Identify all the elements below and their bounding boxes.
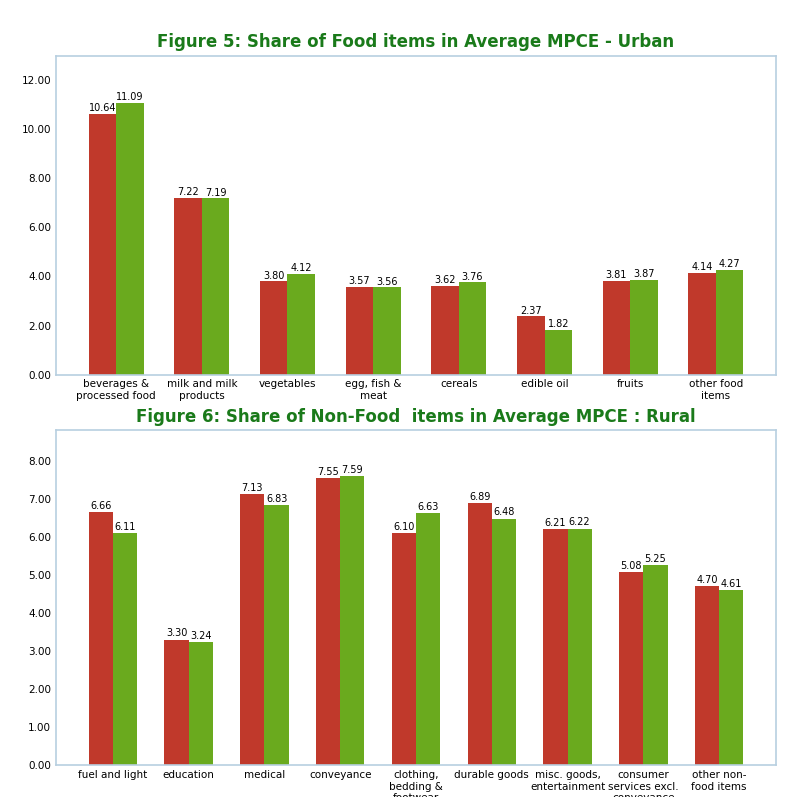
Bar — [265, 505, 289, 765]
Text: 6.22: 6.22 — [569, 517, 590, 528]
Bar — [392, 533, 416, 765]
Bar — [116, 103, 143, 375]
Bar — [89, 512, 113, 765]
Text: 3.87: 3.87 — [633, 269, 654, 279]
Bar — [316, 478, 340, 765]
Text: 6.66: 6.66 — [90, 501, 111, 511]
Text: 4.70: 4.70 — [696, 575, 718, 585]
Text: 7.59: 7.59 — [342, 465, 363, 475]
Text: 5.08: 5.08 — [621, 561, 642, 571]
Text: 3.24: 3.24 — [190, 630, 211, 641]
Bar — [373, 287, 401, 375]
Text: 10.64: 10.64 — [89, 103, 116, 113]
Text: 2.37: 2.37 — [520, 306, 542, 316]
Bar — [431, 286, 459, 375]
Bar — [189, 642, 213, 765]
Bar — [492, 519, 516, 765]
Bar — [517, 316, 545, 375]
Legend: 2022-23, 2023-24: 2022-23, 2023-24 — [342, 493, 490, 516]
Text: 6.63: 6.63 — [418, 502, 439, 512]
Title: Figure 6: Share of Non-Food  items in Average MPCE : Rural: Figure 6: Share of Non-Food items in Ave… — [136, 408, 696, 426]
Bar — [165, 639, 189, 765]
Text: 11.09: 11.09 — [116, 92, 144, 102]
Text: 6.48: 6.48 — [493, 508, 514, 517]
Bar — [416, 513, 440, 765]
Text: 3.76: 3.76 — [462, 272, 483, 281]
Bar — [346, 287, 373, 375]
Bar — [619, 572, 643, 765]
Text: 4.27: 4.27 — [718, 259, 740, 269]
Bar — [689, 273, 716, 375]
Bar — [602, 281, 630, 375]
Bar — [174, 198, 202, 375]
Bar — [467, 503, 492, 765]
Text: 3.30: 3.30 — [166, 629, 187, 638]
Title: Figure 5: Share of Food items in Average MPCE - Urban: Figure 5: Share of Food items in Average… — [158, 33, 674, 52]
Text: 7.13: 7.13 — [242, 483, 263, 493]
Bar — [716, 270, 743, 375]
Text: 5.25: 5.25 — [645, 554, 666, 564]
Bar — [113, 532, 138, 765]
Text: 3.56: 3.56 — [376, 277, 398, 287]
Text: 3.62: 3.62 — [434, 275, 456, 285]
Text: 4.14: 4.14 — [691, 262, 713, 273]
Bar — [643, 565, 667, 765]
Text: 6.10: 6.10 — [393, 522, 414, 532]
Text: 3.81: 3.81 — [606, 270, 627, 281]
Text: 7.55: 7.55 — [318, 467, 339, 477]
Bar — [459, 282, 486, 375]
Bar — [567, 528, 592, 765]
Text: 6.21: 6.21 — [545, 518, 566, 528]
Bar — [340, 477, 365, 765]
Bar — [202, 198, 230, 375]
Bar — [89, 114, 116, 375]
Text: 4.61: 4.61 — [721, 579, 742, 589]
Bar — [543, 529, 567, 765]
Text: 6.83: 6.83 — [266, 494, 287, 505]
Text: 6.89: 6.89 — [469, 492, 490, 502]
Text: 7.22: 7.22 — [178, 186, 199, 197]
Text: 6.11: 6.11 — [114, 521, 136, 532]
Text: 3.80: 3.80 — [263, 271, 285, 281]
Text: 4.12: 4.12 — [290, 263, 312, 273]
Bar — [719, 590, 743, 765]
Text: 1.82: 1.82 — [547, 320, 569, 329]
Bar — [260, 281, 287, 375]
Text: 7.19: 7.19 — [205, 187, 226, 198]
Bar — [630, 280, 658, 375]
Text: 3.57: 3.57 — [349, 277, 370, 286]
Bar — [287, 273, 315, 375]
Bar — [694, 587, 719, 765]
Bar — [545, 330, 572, 375]
Bar — [240, 494, 265, 765]
